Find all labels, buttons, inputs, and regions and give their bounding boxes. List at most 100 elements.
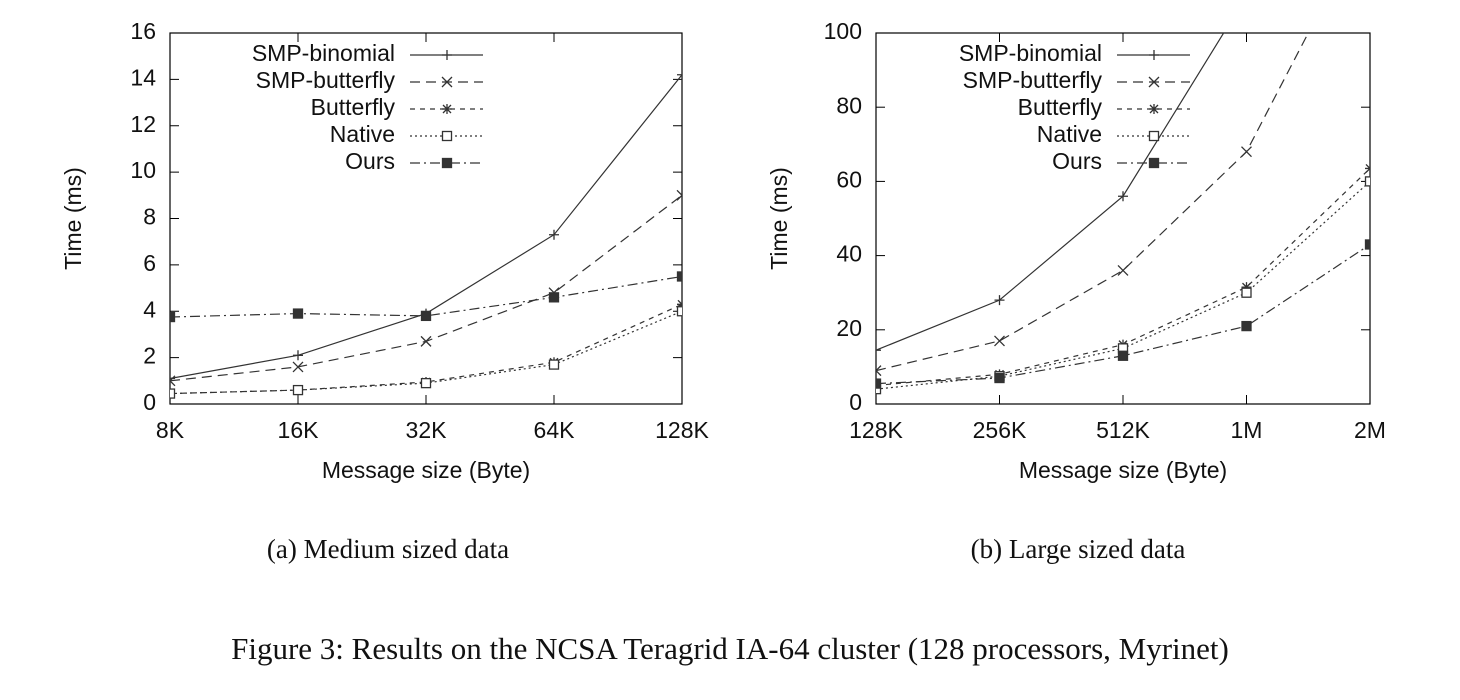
legend-label: Butterfly [311,94,396,120]
marker [1241,146,1252,158]
marker [876,365,882,377]
series-line [170,74,682,380]
marker [677,69,682,80]
marker [441,76,453,88]
legend-label: SMP-butterfly [963,67,1103,93]
plot-frame [875,32,1371,405]
x-tick-label: 2M [1354,417,1386,443]
series-line [170,275,682,318]
x-tick-label: 1M [1231,417,1263,443]
marker [1242,0,1252,1]
marker [549,229,559,240]
marker [548,292,560,303]
y-tick-label: 16 [130,18,156,44]
y-tick-label: 100 [824,18,862,44]
marker [292,361,304,373]
chart: 0 20 40 60 80 100 128K 256K 512K 1M 2M Message size… [766,0,1386,564]
y-tick-label: 6 [143,250,156,276]
marker [442,50,452,60]
marker [1241,287,1252,298]
caption: (a) Medium sized data [267,534,509,564]
figure-caption: Figure 3: Results on the NCSA Teragrid I… [231,631,1229,666]
marker [994,295,1005,306]
marker [676,189,682,201]
x-tick-label: 512K [1096,417,1150,443]
marker [170,311,176,323]
y-tick-label: 14 [130,64,156,90]
marker [170,375,176,387]
x-tick-label: 128K [849,417,903,443]
marker [676,306,682,317]
legend-label: Native [330,121,395,147]
marker [441,157,453,169]
marker [876,345,881,356]
y-tick-label: 0 [143,389,156,415]
marker [441,130,453,142]
legend-label: Ours [1052,148,1102,174]
marker [1149,50,1159,60]
marker [994,372,1005,384]
marker [1365,163,1370,174]
marker [293,350,303,361]
series-line [876,243,1370,385]
x-tick-label: 8K [156,417,185,443]
marker [292,384,304,396]
legend-label: SMP-binomial [959,40,1102,66]
y-tick-label: 10 [130,157,156,183]
y-tick-label: 8 [143,204,156,230]
plot [876,0,1370,395]
marker [1117,264,1129,276]
marker [1241,320,1252,332]
x-axis-label: Message size (Byte) [1019,457,1227,483]
marker [876,384,882,395]
series-line [876,33,1225,351]
x-axis-label: Message size (Byte) [322,457,530,483]
series-line [876,33,1309,372]
marker [1148,76,1160,88]
legend-label: Butterfly [1018,94,1103,120]
y-tick-label: 12 [130,111,156,137]
series-line [170,303,682,395]
plot-frame [169,32,683,405]
x-tick-label: 128K [655,417,709,443]
x-tick-label: 256K [973,417,1027,443]
marker [442,104,452,114]
marker [1364,239,1370,250]
marker [676,271,682,282]
x-tick-label: 16K [278,417,320,443]
marker [1149,104,1159,114]
y-tick-label: 80 [836,92,862,118]
marker [420,377,432,389]
marker [1364,176,1370,187]
marker [1241,282,1252,293]
legend-label: Native [1037,121,1102,147]
marker [1118,191,1128,202]
marker [994,335,1005,347]
y-tick-label: 4 [143,296,156,322]
y-tick-label: 2 [143,343,156,369]
marker [170,373,175,384]
y-axis-label: Time (ms) [766,167,792,270]
y-tick-label: 20 [836,315,862,341]
legend-label: SMP-butterfly [256,67,396,93]
y-axis-label: Time (ms) [60,167,86,270]
marker [876,378,882,389]
marker [1148,130,1160,142]
caption: (b) Large sized data [971,534,1186,564]
marker [170,388,176,399]
chart: 0 2 4 6 8 10 12 14 16 8K 16K 32K 64K 128K Message size… [60,18,709,564]
marker [420,310,432,322]
x-tick-label: 32K [406,417,448,443]
marker [548,359,560,370]
series-line [170,194,682,382]
legend-label: Ours [345,148,395,174]
y-tick-label: 60 [836,166,862,192]
plot [170,69,682,399]
y-tick-label: 40 [836,241,862,267]
marker [1148,157,1160,169]
marker [1117,350,1129,361]
marker [292,308,304,319]
legend-label: SMP-binomial [252,40,395,66]
